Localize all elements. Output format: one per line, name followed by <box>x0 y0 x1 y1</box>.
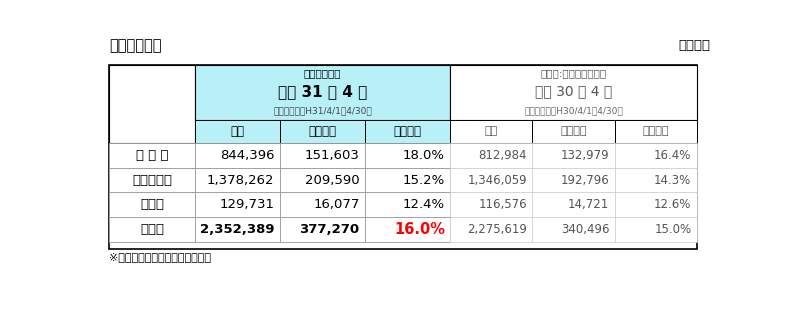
Bar <box>194 217 280 242</box>
Text: 1,378,262: 1,378,262 <box>207 173 274 187</box>
Bar <box>110 64 194 143</box>
Text: 総数: 総数 <box>230 125 244 138</box>
Text: 12.4%: 12.4% <box>402 198 445 211</box>
Bar <box>614 217 697 242</box>
Text: 再配達率: 再配達率 <box>642 126 669 136</box>
Bar <box>533 120 614 143</box>
Text: 2,275,619: 2,275,619 <box>467 223 527 236</box>
Bar <box>110 168 194 192</box>
Bar <box>280 217 365 242</box>
Bar <box>365 168 450 192</box>
Text: 再配達率: 再配達率 <box>394 125 422 138</box>
Text: 812,984: 812,984 <box>478 149 527 162</box>
Bar <box>365 192 450 217</box>
Bar <box>614 192 697 217</box>
Text: （今回調査）: （今回調査） <box>304 68 341 78</box>
Text: 都 市 部: 都 市 部 <box>136 149 168 162</box>
Text: 都市部近郊: 都市部近郊 <box>132 173 172 187</box>
Text: 16,077: 16,077 <box>314 198 360 211</box>
Text: 平成 30 年 4 月: 平成 30 年 4 月 <box>535 85 612 99</box>
Bar <box>110 217 194 242</box>
Bar <box>614 120 697 143</box>
Bar <box>450 168 533 192</box>
Bar <box>450 143 533 168</box>
Text: 18.0%: 18.0% <box>403 149 445 162</box>
Bar <box>194 143 280 168</box>
Bar <box>450 64 697 120</box>
Text: 2,352,389: 2,352,389 <box>200 223 274 236</box>
Bar <box>614 143 697 168</box>
Text: 地　方: 地 方 <box>140 198 164 211</box>
Bar <box>194 120 280 143</box>
Text: 129,731: 129,731 <box>219 198 274 211</box>
Text: （調査期間：H31/4/1～4/30）: （調査期間：H31/4/1～4/30） <box>273 106 372 115</box>
Text: 再配達数: 再配達数 <box>560 126 586 136</box>
Text: 151,603: 151,603 <box>305 149 360 162</box>
Text: 16.4%: 16.4% <box>654 149 691 162</box>
Bar <box>365 120 450 143</box>
Text: 340,496: 340,496 <box>561 223 609 236</box>
Bar <box>450 192 533 217</box>
Text: 15.2%: 15.2% <box>402 173 445 187</box>
Bar <box>280 168 365 192</box>
Text: 14.3%: 14.3% <box>654 173 691 187</box>
Bar <box>194 64 450 120</box>
Bar <box>365 217 450 242</box>
Text: 1,346,059: 1,346,059 <box>467 173 527 187</box>
Text: ※大手宅配事業者３社の合計数値: ※大手宅配事業者３社の合計数値 <box>110 252 211 262</box>
Text: 377,270: 377,270 <box>299 223 360 236</box>
Bar <box>280 143 365 168</box>
Bar <box>533 192 614 217</box>
Text: 116,576: 116,576 <box>478 198 527 211</box>
Bar <box>533 168 614 192</box>
Text: 総　計: 総 計 <box>140 223 164 236</box>
Text: 14,721: 14,721 <box>568 198 609 211</box>
Text: 209,590: 209,590 <box>305 173 360 187</box>
Text: 総数: 総数 <box>485 126 498 136</box>
Text: 単位：個: 単位：個 <box>678 39 710 52</box>
Text: 16.0%: 16.0% <box>394 222 445 237</box>
Bar <box>365 143 450 168</box>
Bar <box>110 64 697 249</box>
Text: 12.6%: 12.6% <box>654 198 691 211</box>
Bar <box>450 120 533 143</box>
Bar <box>280 120 365 143</box>
Text: 844,396: 844,396 <box>220 149 274 162</box>
Bar <box>533 143 614 168</box>
Text: 平成 31 年 4 月: 平成 31 年 4 月 <box>278 84 367 99</box>
Text: 132,979: 132,979 <box>561 149 609 162</box>
Bar <box>194 192 280 217</box>
Text: 192,796: 192,796 <box>561 173 609 187</box>
Bar <box>614 168 697 192</box>
Bar <box>280 192 365 217</box>
Bar <box>110 143 194 168</box>
Text: 【調査結果】: 【調査結果】 <box>110 38 162 53</box>
Bar <box>110 192 194 217</box>
Text: （調査期間：H30/4/1～4/30）: （調査期間：H30/4/1～4/30） <box>524 106 623 115</box>
Text: （参考:前年同月調査）: （参考:前年同月調査） <box>541 68 606 78</box>
Text: 再配達数: 再配達数 <box>309 125 337 138</box>
Bar <box>194 168 280 192</box>
Text: 15.0%: 15.0% <box>654 223 691 236</box>
Bar <box>450 217 533 242</box>
Bar <box>533 217 614 242</box>
